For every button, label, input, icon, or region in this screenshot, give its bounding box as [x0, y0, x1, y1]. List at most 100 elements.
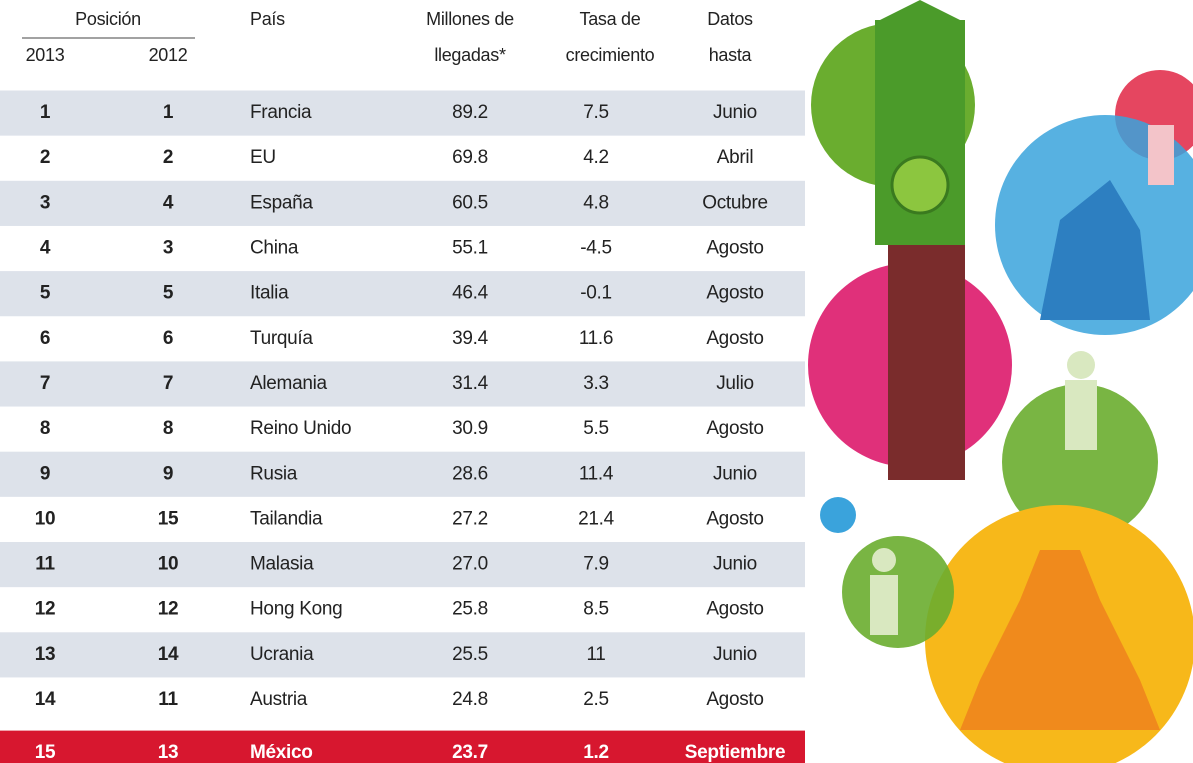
cell: 55.1 — [452, 238, 488, 259]
cell: 46.4 — [452, 283, 489, 304]
cell: 11 — [158, 689, 178, 710]
cell: Junio — [713, 102, 757, 123]
header-country: País — [250, 9, 285, 29]
cell: 2.5 — [583, 689, 609, 710]
cell: México — [250, 742, 313, 763]
cell: Italia — [250, 283, 289, 304]
cell: 11.6 — [579, 328, 613, 349]
cell: 10 — [158, 554, 179, 575]
cell: Ucrania — [250, 644, 314, 665]
cell: Junio — [713, 644, 757, 665]
cell: Agosto — [706, 508, 763, 529]
infographic: Posición20132012PaísMillones dellegadas*… — [0, 0, 1193, 763]
cell: 8 — [163, 418, 173, 439]
cell: EU — [250, 147, 276, 168]
cell: 5 — [40, 283, 51, 304]
row-stripe — [0, 181, 805, 226]
cell: 27.2 — [452, 508, 488, 529]
cell: 5.5 — [583, 418, 609, 439]
cell: 8.5 — [583, 599, 609, 620]
cell: 4 — [40, 238, 51, 259]
cell: 14 — [35, 689, 56, 710]
cell: Agosto — [706, 418, 763, 439]
cell: 6 — [40, 328, 50, 349]
cell: 7 — [163, 373, 173, 394]
cell: Agosto — [706, 689, 763, 710]
cell: 21.4 — [578, 508, 615, 529]
cell: Abril — [717, 147, 754, 168]
cell: 28.6 — [452, 463, 488, 484]
cell: 14 — [158, 644, 179, 665]
person — [870, 575, 898, 635]
cell: 1 — [163, 102, 174, 123]
cell: 2 — [40, 147, 50, 168]
cell: 15 — [35, 742, 56, 763]
header-2013: 2013 — [26, 45, 65, 65]
cell: Junio — [713, 463, 757, 484]
cell: Turquía — [250, 328, 313, 349]
cell: Malasia — [250, 554, 314, 575]
cell: 1 — [40, 102, 51, 123]
cell: 25.5 — [452, 644, 488, 665]
cell: 11 — [586, 644, 605, 665]
cell: 9 — [40, 463, 50, 484]
cell: Agosto — [706, 283, 763, 304]
decoration — [808, 0, 1193, 763]
cell: 30.9 — [452, 418, 488, 439]
cell: 6 — [163, 328, 173, 349]
tower-base — [888, 245, 965, 480]
cell: 3.3 — [583, 373, 609, 394]
cell: China — [250, 238, 299, 259]
cell: 4 — [163, 192, 174, 213]
cell: 7 — [40, 373, 50, 394]
cell: 3 — [163, 238, 173, 259]
cell: 11 — [35, 554, 55, 575]
cell: 89.2 — [452, 102, 488, 123]
cell: 7.5 — [583, 102, 609, 123]
cell: Tailandia — [250, 508, 323, 529]
cell: 12 — [35, 599, 56, 620]
row-stripe — [0, 632, 805, 677]
row-stripe — [0, 452, 805, 497]
row-stripe — [0, 91, 805, 136]
cell: España — [250, 192, 313, 213]
circle — [820, 497, 856, 533]
cell: Septiembre — [685, 742, 785, 763]
cell: 11.4 — [579, 463, 614, 484]
header-position: Posición — [75, 9, 141, 29]
cell: 5 — [163, 283, 174, 304]
cell: Alemania — [250, 373, 328, 394]
cell: 4.2 — [583, 147, 609, 168]
table: Posición20132012PaísMillones dellegadas*… — [0, 9, 805, 763]
cell: Julio — [716, 373, 754, 394]
cell: Octubre — [702, 192, 768, 213]
cell: 13 — [35, 644, 56, 665]
person-head — [872, 548, 896, 572]
cell: 25.8 — [452, 599, 488, 620]
cell: 60.5 — [452, 192, 488, 213]
page: Posición20132012PaísMillones dellegadas*… — [0, 0, 1193, 763]
cell: 24.8 — [452, 689, 488, 710]
cell: -0.1 — [580, 283, 612, 304]
person — [1148, 125, 1174, 185]
cell: 10 — [35, 508, 56, 529]
person — [1065, 380, 1097, 450]
cell: 8 — [40, 418, 50, 439]
cell: 7.9 — [583, 554, 609, 575]
cell: Agosto — [706, 599, 763, 620]
cell: Rusia — [250, 463, 298, 484]
person-head — [1067, 351, 1095, 379]
cell: 31.4 — [452, 373, 489, 394]
row-stripe — [0, 542, 805, 587]
cell: 23.7 — [452, 742, 488, 763]
cell: 12 — [158, 599, 179, 620]
cell: 4.8 — [583, 192, 609, 213]
cell: Austria — [250, 689, 308, 710]
cell: 69.8 — [452, 147, 488, 168]
cell: Francia — [250, 102, 312, 123]
cell: 27.0 — [452, 554, 488, 575]
cell: 15 — [158, 508, 179, 529]
clock — [892, 157, 948, 213]
